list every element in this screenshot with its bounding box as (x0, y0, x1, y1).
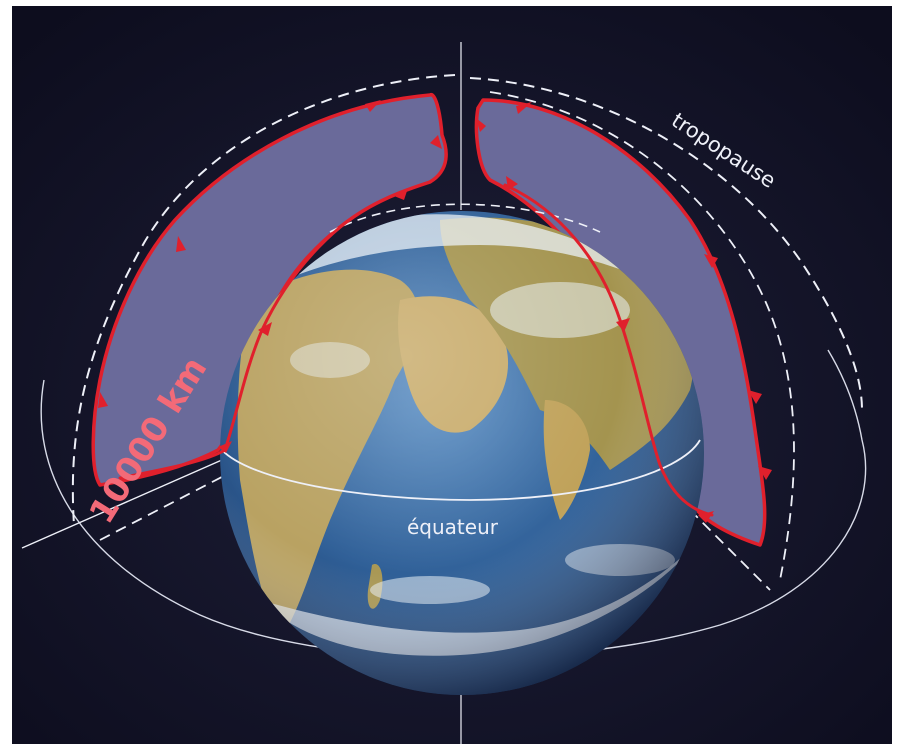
flow-right-surface (503, 183, 714, 517)
arrowhead-left-bottom (218, 441, 232, 453)
arrowhead-top-right (516, 102, 532, 114)
arrowhead-left-upper (176, 236, 186, 252)
equator-line (221, 439, 701, 501)
arrowhead-right-surface (616, 318, 630, 332)
equator-label: équateur (407, 515, 499, 539)
globe-dashed-outline (329, 203, 601, 233)
arrowhead-right-upper (704, 254, 718, 268)
arrowhead-top-left (365, 100, 381, 112)
arrowhead-left-mid (98, 392, 108, 408)
inner-dashed-right (489, 91, 795, 581)
inner-dashed-left (99, 464, 246, 541)
tropopause-dashed-left (71, 74, 456, 526)
arrowhead-right-bottom (698, 511, 714, 523)
arrowhead-left-descent (394, 188, 408, 200)
arrowhead-left-surface (258, 322, 272, 336)
surface-dashed-right (689, 509, 771, 591)
arrowhead-right-mid (748, 390, 762, 404)
flow-arrowheads (98, 100, 772, 523)
arrowhead-right-inner (476, 118, 486, 132)
arrowhead-right-descent (506, 176, 518, 190)
tropopause-dashed-right (469, 77, 863, 411)
earth-globe (220, 203, 704, 695)
radius-guide (21, 451, 241, 549)
arrowhead-left-inner (430, 135, 442, 149)
left-circulation-cell (91, 93, 448, 487)
arrowhead-right-lower (758, 466, 772, 480)
flow-left-surface (118, 193, 397, 480)
